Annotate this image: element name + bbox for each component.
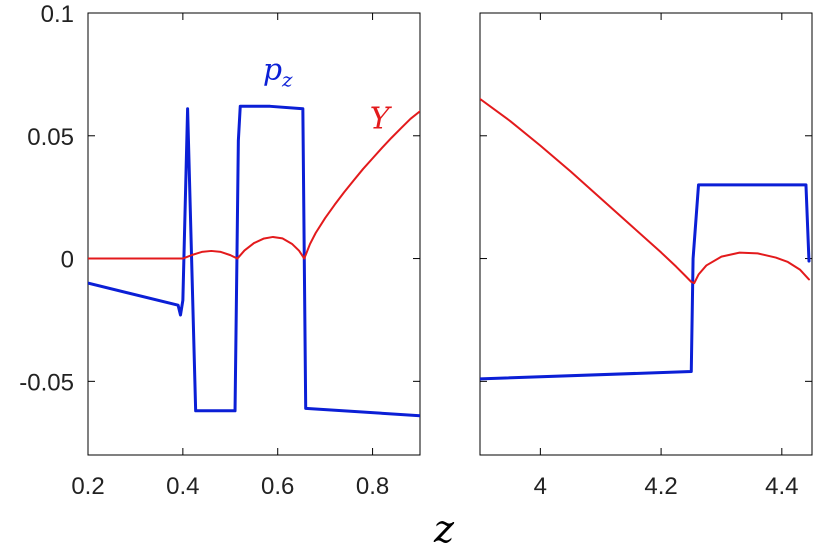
- series-pz-line: [480, 183, 811, 381]
- x-tick-label: 4: [534, 473, 547, 500]
- y-tick-label: 0: [61, 247, 74, 274]
- series-y-line: [480, 97, 810, 285]
- y-tick-label: 0.1: [41, 1, 74, 28]
- series-pz-line: [88, 104, 420, 418]
- plot-frame: [479, 12, 813, 456]
- x-tick-label: 0.4: [166, 473, 199, 500]
- x-tick-label: 0.8: [356, 473, 389, 500]
- pz-series-label: pz: [263, 52, 293, 91]
- y-series-label: Y: [370, 101, 393, 136]
- left-panel: -0.05 0 0.05 0.1 0.2 0.4 0.6 0.8 pz Y: [19, 1, 421, 500]
- series-y-line: [88, 110, 420, 260]
- x-axis-title: z: [433, 507, 455, 549]
- x-tick-label: 0.6: [261, 473, 294, 500]
- right-panel: 4 4.2 4.4: [479, 12, 813, 500]
- x-tick-label: 0.2: [71, 473, 104, 500]
- y-tick-label: 0.05: [27, 124, 74, 151]
- plot-frame: [87, 12, 421, 456]
- x-tick-label: 4.2: [644, 473, 677, 500]
- x-tick-label: 4.4: [765, 473, 798, 500]
- y-tick-label: -0.05: [19, 369, 74, 396]
